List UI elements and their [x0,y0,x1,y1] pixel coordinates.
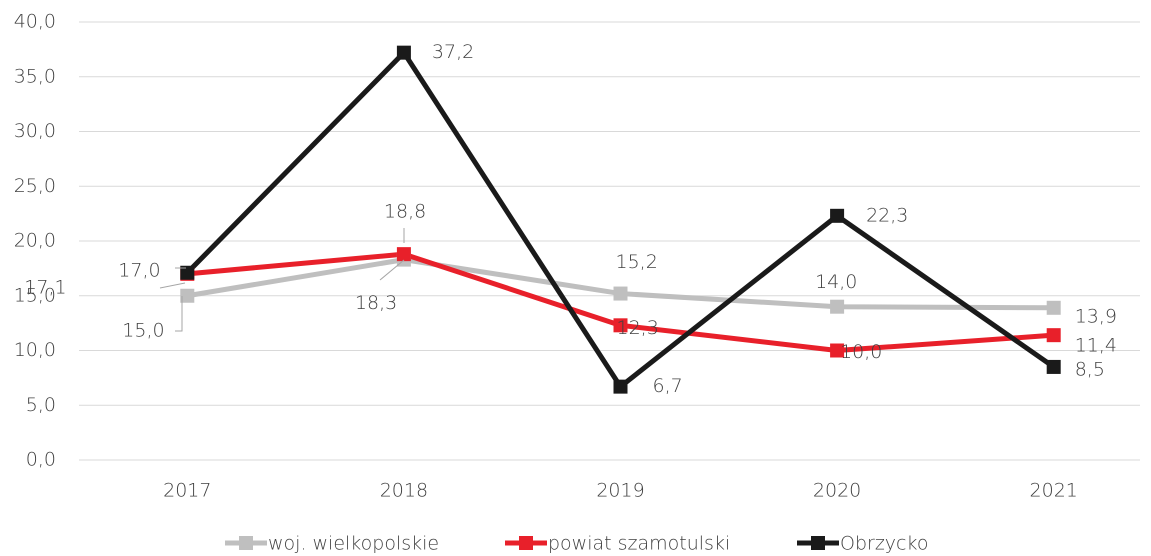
marker [180,265,195,280]
value-label: 15,0 [122,319,164,341]
value-label: 11,4 [1075,335,1117,357]
value-label: 15,2 [616,251,658,273]
y-tick-label: 5,0 [26,394,56,416]
value-label: 10,0 [840,341,882,363]
legend-marker [811,536,825,550]
value-label: 17,0 [118,259,160,281]
value-label: 13,9 [1075,305,1117,327]
legend-label: woj. wielkopolskie [268,533,439,555]
marker [180,288,195,303]
leader-line [159,282,186,289]
y-tick-label: 25,0 [14,175,56,197]
marker [830,299,845,314]
marker [613,318,628,333]
marker [1046,359,1061,374]
y-tick-label: 20,0 [14,230,56,252]
legend-marker [239,536,253,550]
y-tick-label: 35,0 [14,65,56,87]
marker [613,286,628,301]
value-label: 8,5 [1075,358,1105,380]
y-tick-label: 30,0 [14,120,56,142]
value-label: 22,3 [866,204,908,226]
marker [830,343,845,358]
x-tick-label: 2018 [380,480,428,502]
x-tick-label: 2020 [813,480,861,502]
marker [613,379,628,394]
marker [830,208,845,223]
x-tick-label: 2019 [596,480,644,502]
leader-line [175,296,183,332]
marker [396,247,411,262]
y-tick-label: 15,0 [14,284,56,306]
marker [396,45,411,60]
legend-label: Obrzycko [840,533,928,555]
marker [1046,328,1061,343]
legend-marker [519,536,533,550]
value-label: 17,1 [24,276,66,298]
x-tick-label: 2017 [163,480,211,502]
y-tick-label: 10,0 [14,339,56,361]
value-label: 18,3 [355,292,397,314]
value-label: 14,0 [815,271,857,293]
y-tick-label: 40,0 [14,11,56,33]
legend-label: powiat szamotulski [548,533,730,555]
value-label: 12,3 [617,317,659,339]
y-tick-label: 0,0 [26,449,56,471]
x-tick-label: 2021 [1030,480,1078,502]
value-label: 18,8 [384,201,426,223]
value-label: 6,7 [653,375,683,397]
marker [1046,300,1061,315]
leader-line [379,259,405,281]
value-label: 37,2 [432,41,474,63]
